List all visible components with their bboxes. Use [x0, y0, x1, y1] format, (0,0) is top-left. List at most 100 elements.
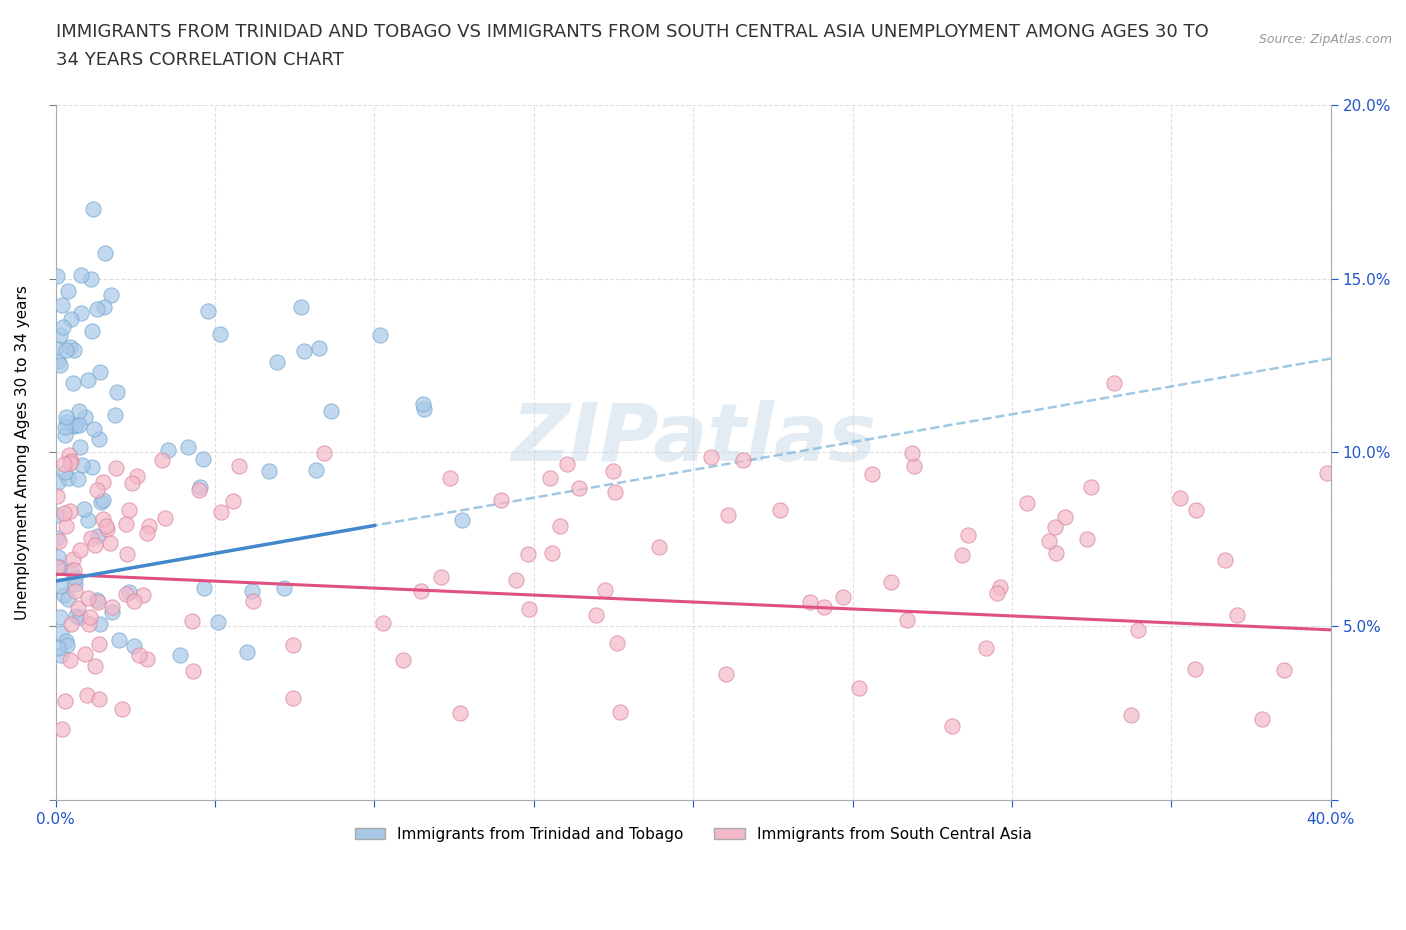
Point: [105, 460, 128, 475]
Point: [986, 586, 1008, 601]
Point: [46, 353, 69, 368]
Point: [1015, 496, 1038, 511]
Point: [548, 518, 571, 533]
Point: [505, 573, 527, 588]
Point: [101, 600, 124, 615]
Point: [122, 593, 145, 608]
Point: [209, 327, 232, 342]
Point: [48, 579, 70, 594]
Y-axis label: Unemployment Among Ages 30 to 34 years: Unemployment Among Ages 30 to 34 years: [15, 285, 30, 620]
Point: [51, 647, 73, 662]
Point: [115, 546, 138, 561]
Point: [222, 494, 245, 509]
Point: [52, 457, 75, 472]
Point: [69, 440, 91, 455]
Point: [82, 202, 104, 217]
Point: [880, 575, 903, 590]
Point: [900, 445, 922, 460]
Point: [308, 340, 330, 355]
Point: [87, 595, 110, 610]
Point: [89, 365, 111, 379]
Point: [56, 284, 79, 299]
Point: [75, 646, 97, 661]
Point: [59, 503, 82, 518]
Point: [49, 327, 72, 342]
Point: [941, 718, 963, 733]
Point: [77, 617, 100, 631]
Point: [236, 644, 259, 659]
Point: [79, 530, 101, 545]
Point: [283, 691, 305, 706]
Point: [111, 702, 134, 717]
Point: [411, 583, 433, 598]
Point: [91, 493, 114, 508]
Point: [1213, 552, 1236, 567]
Point: [67, 472, 90, 486]
Point: [240, 583, 263, 598]
Point: [48, 559, 70, 574]
Point: [45, 269, 67, 284]
Point: [46, 475, 69, 490]
Point: [79, 609, 101, 624]
Point: [714, 667, 737, 682]
Point: [392, 653, 415, 668]
Point: [292, 344, 315, 359]
Point: [191, 452, 214, 467]
Point: [80, 324, 103, 339]
Point: [1126, 623, 1149, 638]
Point: [132, 588, 155, 603]
Point: [956, 527, 979, 542]
Point: [76, 512, 98, 527]
Point: [89, 616, 111, 631]
Point: [63, 583, 86, 598]
Point: [56, 638, 79, 653]
Point: [1316, 466, 1339, 481]
Point: [91, 474, 114, 489]
Point: [94, 518, 117, 533]
Point: [1045, 546, 1067, 561]
Point: [46, 560, 69, 575]
Point: [89, 637, 111, 652]
Text: Source: ZipAtlas.com: Source: ZipAtlas.com: [1258, 33, 1392, 46]
Point: [69, 543, 91, 558]
Point: [60, 312, 83, 326]
Point: [319, 404, 342, 418]
Point: [55, 410, 77, 425]
Point: [62, 376, 84, 391]
Point: [122, 638, 145, 653]
Point: [55, 519, 77, 534]
Point: [128, 647, 150, 662]
Point: [1043, 520, 1066, 535]
Point: [49, 610, 72, 625]
Point: [56, 471, 79, 485]
Point: [207, 614, 229, 629]
Point: [242, 593, 264, 608]
Point: [90, 495, 112, 510]
Point: [63, 343, 86, 358]
Point: [609, 705, 631, 720]
Point: [896, 613, 918, 628]
Point: [832, 590, 855, 604]
Point: [59, 453, 82, 468]
Point: [67, 404, 90, 418]
Point: [86, 301, 108, 316]
Point: [118, 502, 141, 517]
Point: [439, 471, 461, 485]
Point: [169, 647, 191, 662]
Point: [974, 641, 997, 656]
Point: [115, 587, 138, 602]
Point: [53, 419, 76, 434]
Text: ZIPatlas: ZIPatlas: [510, 400, 876, 478]
Point: [290, 299, 312, 314]
Point: [49, 358, 72, 373]
Point: [177, 440, 200, 455]
Point: [63, 577, 86, 591]
Point: [593, 582, 616, 597]
Point: [77, 591, 100, 606]
Point: [46, 488, 69, 503]
Point: [489, 492, 512, 507]
Point: [45, 530, 67, 545]
Point: [59, 652, 82, 667]
Point: [605, 485, 627, 499]
Point: [45, 508, 67, 523]
